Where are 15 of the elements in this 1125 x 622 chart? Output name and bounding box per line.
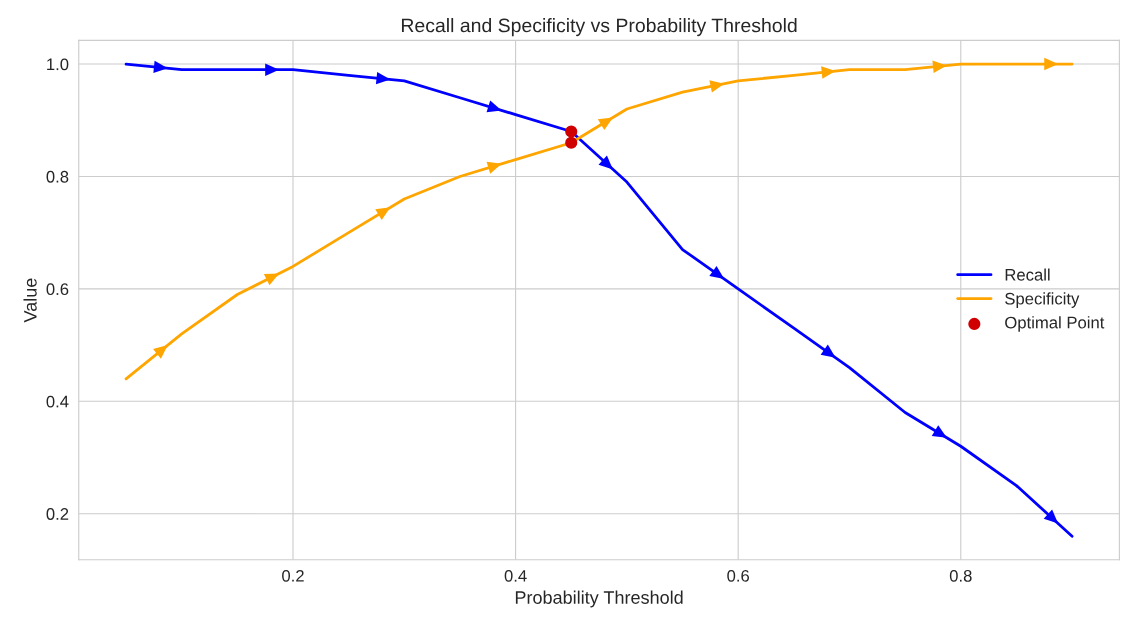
x-tick-label: 0.8 (949, 569, 972, 582)
y-axis-title: Value (23, 278, 37, 323)
x-tick-label: 0.6 (727, 569, 750, 582)
x-axis-title: Probability Threshold (515, 590, 683, 608)
legend-label: Optimal Point (1005, 316, 1105, 332)
legend-label: Specificity (1005, 292, 1080, 308)
y-tick-label: 0.2 (46, 508, 69, 520)
y-tick-label: 0.8 (46, 170, 69, 183)
y-tick-label: 0.6 (46, 283, 69, 296)
y-tick-label: 0.4 (46, 395, 69, 408)
chart-title: Recall and Specificity vs Probability Threshold (401, 18, 797, 37)
legend-label: Recall (1005, 268, 1050, 281)
y-tick-label: 1.0 (47, 58, 69, 71)
x-tick-label: 0.4 (504, 569, 527, 582)
x-tick-label: 0.2 (282, 569, 304, 582)
